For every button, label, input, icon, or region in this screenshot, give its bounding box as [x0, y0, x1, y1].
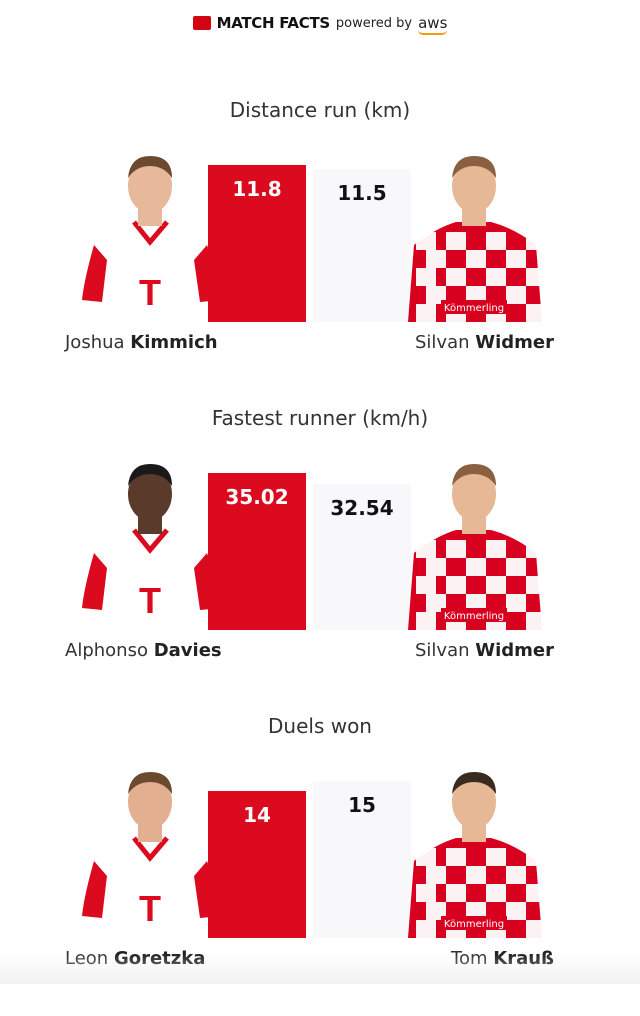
home-player-photo: T: [72, 766, 227, 938]
svg-text:Kömmerling: Kömmerling: [444, 611, 504, 622]
powered-by-label: powered by: [335, 15, 413, 31]
home-player-name[interactable]: Joshua Kimmich: [65, 332, 218, 353]
away-player-photo: Kömmerling: [396, 458, 551, 630]
stat-section: Duels won T 14 15 Kömmerling Leon Goretz…: [0, 708, 640, 1016]
away-player-name[interactable]: Silvan Widmer: [414, 332, 554, 353]
bottom-fade: [0, 954, 640, 984]
home-value: 11.8: [232, 177, 282, 201]
away-value: 32.54: [330, 496, 394, 520]
home-value: 35.02: [225, 485, 289, 509]
home-value-bar: 35.02: [208, 473, 306, 630]
aws-logo: aws: [418, 14, 448, 35]
svg-text:T: T: [139, 580, 161, 621]
svg-text:T: T: [139, 888, 161, 929]
svg-text:Kömmerling: Kömmerling: [444, 919, 504, 930]
away-value-bar: 15: [313, 781, 411, 938]
svg-text:Kömmerling: Kömmerling: [444, 303, 504, 314]
away-value: 15: [348, 793, 376, 817]
stat-title: Distance run (km): [229, 98, 411, 122]
stat-section: Fastest runner (km/h) T 35.02 32.54 Kömm…: [0, 400, 640, 708]
svg-text:T: T: [139, 272, 161, 313]
stat-title: Fastest runner (km/h): [211, 406, 429, 430]
home-value-bar: 14: [208, 791, 306, 938]
bundesliga-logo-icon: [192, 16, 211, 30]
home-player-name[interactable]: Alphonso Davies: [65, 640, 222, 661]
away-player-photo: Kömmerling: [396, 150, 551, 322]
away-value: 11.5: [337, 181, 387, 205]
home-player-photo: T: [72, 150, 227, 322]
away-value-bar: 32.54: [313, 484, 411, 630]
match-facts-header: MATCH FACTS powered by aws: [0, 14, 640, 35]
home-value: 14: [243, 803, 271, 827]
brand-title: MATCH FACTS: [216, 14, 331, 32]
away-player-photo: Kömmerling: [396, 766, 551, 938]
away-value-bar: 11.5: [313, 169, 411, 322]
stat-section: Distance run (km) T 11.8 11.5 Kömmerling…: [0, 92, 640, 400]
home-value-bar: 11.8: [208, 165, 306, 322]
stat-title: Duels won: [268, 714, 372, 738]
home-player-photo: T: [72, 458, 227, 630]
away-player-name[interactable]: Silvan Widmer: [414, 640, 554, 661]
